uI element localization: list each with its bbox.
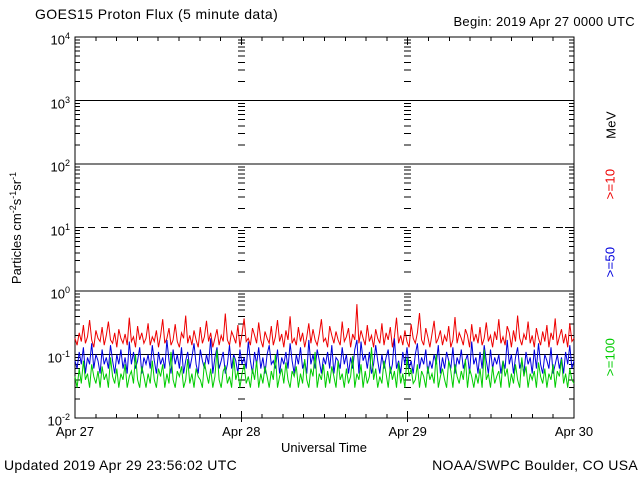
x-tick-label: Apr 27 — [55, 424, 95, 439]
plot-title: GOES15 Proton Flux (5 minute data) — [35, 6, 279, 22]
updated-timestamp: Updated 2019 Apr 29 23:56:02 UTC — [4, 457, 237, 473]
legend-ge50: >=50 — [602, 246, 618, 278]
x-tick-label: Apr 28 — [222, 424, 261, 439]
y-tick-label: 102 — [50, 158, 70, 175]
begin-timestamp: Begin: 2019 Apr 27 0000 UTC — [453, 14, 635, 29]
series-10mev — [74, 304, 575, 348]
y-tick-label: 103 — [50, 94, 70, 111]
x-tick-label: Apr 30 — [554, 424, 594, 439]
legend-ge10: >=10 — [602, 168, 618, 200]
source-credit: NOAA/SWPC Boulder, CO USA — [432, 457, 638, 473]
series-100mev — [74, 347, 575, 388]
x-tick-label: Apr 29 — [388, 424, 427, 439]
y-tick-label: 10-2 — [47, 412, 70, 429]
y-tick-label: 10-1 — [47, 348, 70, 365]
y-tick-label: 101 — [50, 221, 70, 238]
y-axis-label: Particles cm-2s-1sr-1 — [7, 171, 25, 285]
y-tick-label: 100 — [50, 285, 70, 302]
legend-units-mev: MeV — [603, 111, 619, 139]
y-tick-label: 104 — [50, 31, 70, 48]
series-50mev — [74, 338, 575, 374]
legend-ge100: >=100 — [602, 337, 618, 377]
x-axis-label: Universal Time — [281, 440, 367, 455]
